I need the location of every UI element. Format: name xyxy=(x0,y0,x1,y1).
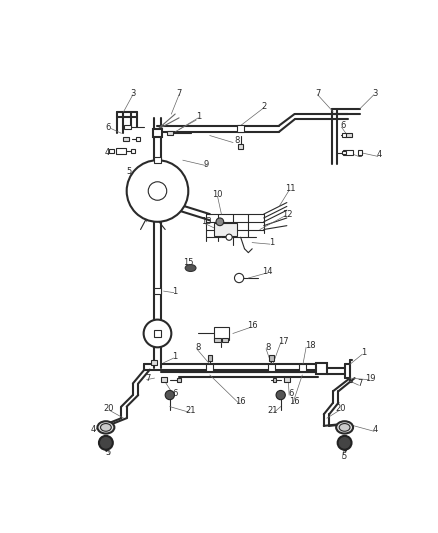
Bar xyxy=(215,338,221,342)
Text: 9: 9 xyxy=(203,159,208,168)
Text: 1: 1 xyxy=(361,348,367,357)
Bar xyxy=(154,157,161,163)
Bar xyxy=(123,137,129,141)
Text: 4: 4 xyxy=(377,150,382,159)
Bar xyxy=(268,364,275,371)
Text: 20: 20 xyxy=(103,405,113,414)
Ellipse shape xyxy=(97,421,114,433)
Circle shape xyxy=(226,234,232,240)
Text: 17: 17 xyxy=(278,337,288,346)
Ellipse shape xyxy=(339,424,350,431)
Bar xyxy=(214,223,237,237)
Bar xyxy=(206,364,213,371)
Bar xyxy=(345,133,352,137)
Text: 16: 16 xyxy=(289,397,300,406)
Text: 21: 21 xyxy=(185,406,196,415)
Bar xyxy=(161,377,167,382)
Text: 1: 1 xyxy=(269,238,274,247)
Text: 12: 12 xyxy=(282,209,292,219)
Circle shape xyxy=(148,182,167,200)
Text: 10: 10 xyxy=(212,190,223,199)
Text: 11: 11 xyxy=(286,184,296,193)
Circle shape xyxy=(127,160,188,222)
Bar xyxy=(343,150,353,155)
Text: 6: 6 xyxy=(340,121,346,130)
Circle shape xyxy=(99,436,113,450)
Text: 16: 16 xyxy=(235,397,246,406)
Text: 4: 4 xyxy=(90,425,95,434)
Text: 6: 6 xyxy=(106,123,111,132)
Bar xyxy=(284,377,290,382)
Text: 1: 1 xyxy=(173,352,178,361)
Bar xyxy=(154,288,161,294)
Bar xyxy=(237,125,244,133)
Text: 6: 6 xyxy=(173,389,178,398)
Bar xyxy=(208,355,212,361)
Bar xyxy=(222,338,228,342)
Ellipse shape xyxy=(336,421,353,433)
Bar xyxy=(117,148,126,154)
Text: 15: 15 xyxy=(183,258,194,267)
Text: 5: 5 xyxy=(127,167,132,176)
Bar xyxy=(167,131,173,135)
Text: 3: 3 xyxy=(373,88,378,98)
Text: 3: 3 xyxy=(130,88,135,98)
Text: 8: 8 xyxy=(234,136,240,146)
Bar xyxy=(342,133,346,137)
Text: 7: 7 xyxy=(315,88,320,98)
Text: 1: 1 xyxy=(215,229,220,238)
Bar xyxy=(131,149,135,153)
Text: 6: 6 xyxy=(288,389,293,398)
Text: 4: 4 xyxy=(105,148,110,157)
Text: 5: 5 xyxy=(106,448,111,457)
Bar xyxy=(153,130,162,137)
Text: 20: 20 xyxy=(336,405,346,414)
Circle shape xyxy=(234,273,244,282)
Text: 7: 7 xyxy=(357,379,363,388)
Text: 2: 2 xyxy=(261,102,266,111)
Bar xyxy=(238,144,243,149)
Text: 7: 7 xyxy=(145,374,151,383)
Bar xyxy=(272,378,276,382)
Bar xyxy=(136,137,140,141)
Bar xyxy=(154,330,161,336)
Bar xyxy=(299,364,306,371)
Text: 7: 7 xyxy=(177,88,182,98)
Circle shape xyxy=(276,391,285,400)
Text: 5: 5 xyxy=(341,452,346,461)
Circle shape xyxy=(216,218,224,225)
Text: 8: 8 xyxy=(196,343,201,352)
Bar xyxy=(151,360,158,365)
Text: 18: 18 xyxy=(305,341,315,350)
Text: 4: 4 xyxy=(373,425,378,434)
Ellipse shape xyxy=(185,264,196,271)
Ellipse shape xyxy=(100,424,111,431)
Text: 1: 1 xyxy=(196,112,201,121)
Bar xyxy=(177,378,181,382)
Circle shape xyxy=(144,320,171,348)
Text: 8: 8 xyxy=(265,343,270,352)
Bar xyxy=(109,149,113,154)
Text: 1: 1 xyxy=(173,287,178,296)
Bar xyxy=(342,151,346,155)
Text: 5: 5 xyxy=(357,150,363,159)
Bar xyxy=(269,355,274,361)
Text: 16: 16 xyxy=(247,321,258,330)
Circle shape xyxy=(338,436,352,450)
Bar xyxy=(214,327,229,341)
Bar xyxy=(358,150,362,155)
Text: 14: 14 xyxy=(262,268,273,276)
Bar xyxy=(124,125,131,129)
Circle shape xyxy=(165,391,174,400)
Text: 13: 13 xyxy=(201,217,211,227)
Text: 21: 21 xyxy=(268,406,278,415)
Bar xyxy=(316,363,327,374)
Text: 19: 19 xyxy=(365,374,375,383)
